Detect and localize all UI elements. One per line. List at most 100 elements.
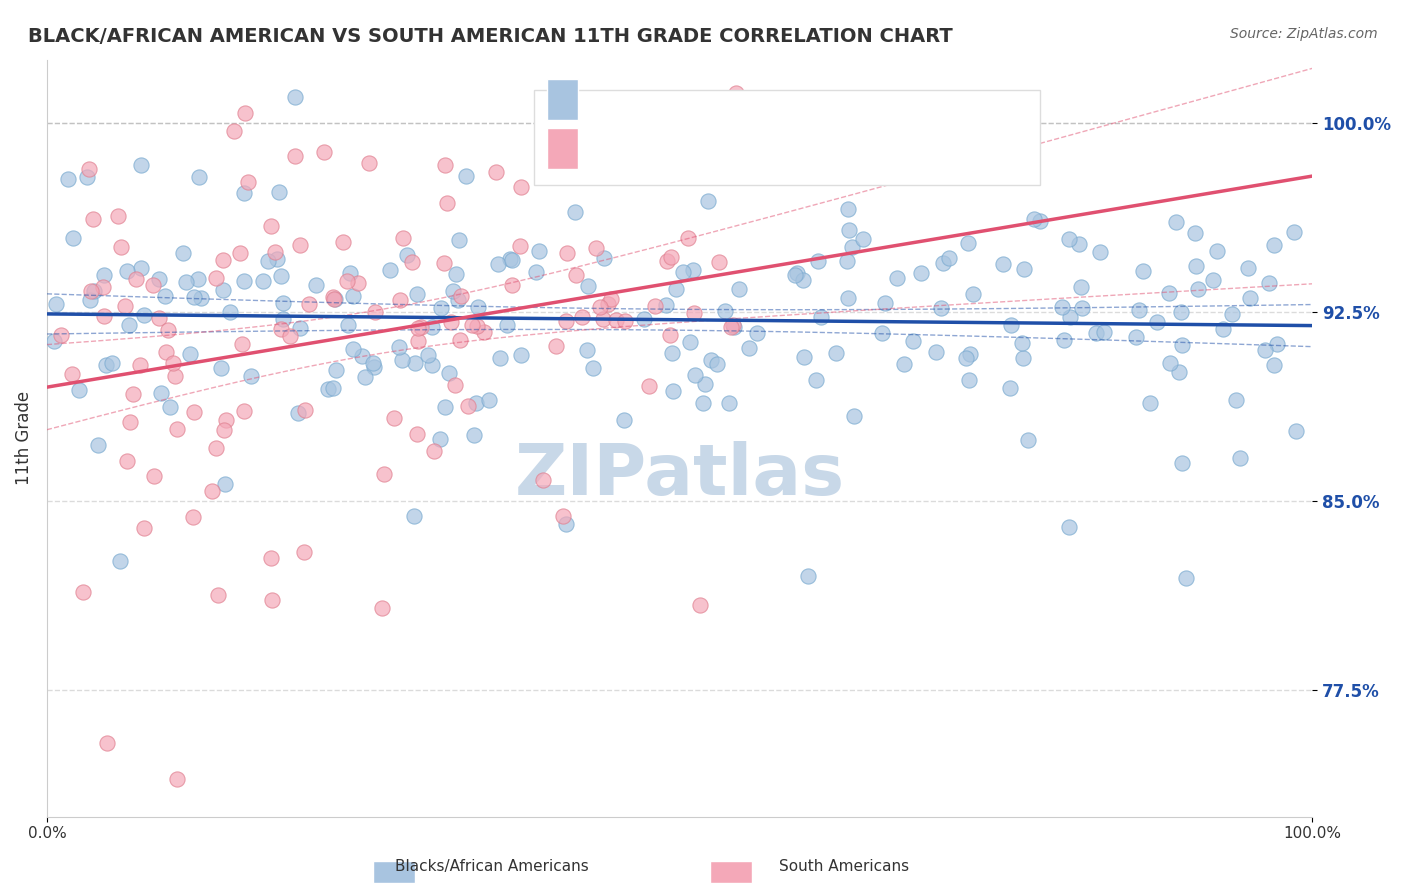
Point (322, 381, 344, 395)
Point (430, 301, 453, 315)
Point (204, 271, 226, 285)
Point (1265, 337, 1288, 351)
Point (557, 169, 579, 183)
Point (1166, 215, 1188, 229)
Point (93, 309, 115, 323)
Point (433, 256, 456, 270)
Point (323, 292, 346, 306)
Point (707, 255, 730, 269)
Text: ZIPatlas: ZIPatlas (515, 442, 845, 510)
Point (183, 405, 205, 419)
Point (212, 423, 235, 437)
Point (679, 335, 702, 350)
Point (325, 363, 347, 377)
Point (1011, 351, 1033, 365)
Point (288, 321, 311, 335)
Point (332, 235, 354, 250)
Point (371, 601, 394, 615)
Point (464, 396, 486, 410)
Point (270, 322, 292, 336)
Point (150, 386, 173, 401)
Point (401, 255, 423, 269)
Point (1029, 214, 1052, 228)
Point (835, 254, 858, 268)
Point (380, 263, 402, 277)
Point (499, 252, 522, 267)
Point (472, 325, 495, 339)
Point (212, 283, 235, 297)
Text: Blacks/African Americans: Blacks/African Americans (395, 859, 589, 874)
Point (233, 106, 256, 120)
Point (1254, 343, 1277, 358)
Point (457, 399, 479, 413)
Point (1206, 244, 1229, 259)
Point (686, 133, 709, 147)
Point (932, 256, 955, 270)
Point (662, 384, 685, 398)
Point (592, 251, 614, 265)
Text: South Americans: South Americans (779, 859, 908, 874)
Point (159, 400, 181, 414)
Point (745, 326, 768, 341)
Point (76, 169, 98, 184)
Point (1263, 237, 1285, 252)
Point (172, 246, 194, 260)
Point (215, 412, 238, 426)
Point (339, 266, 361, 280)
Point (1128, 302, 1150, 317)
Point (1202, 273, 1225, 287)
Point (461, 318, 484, 333)
Point (655, 297, 678, 311)
Text: Source: ZipAtlas.com: Source: ZipAtlas.com (1230, 27, 1378, 41)
Point (439, 367, 461, 381)
Point (957, 374, 980, 388)
Point (1282, 226, 1305, 240)
Point (107, 209, 129, 223)
Point (682, 263, 704, 277)
Point (166, 772, 188, 787)
Point (727, 283, 749, 297)
Point (962, 287, 984, 301)
Point (219, 305, 242, 319)
Point (824, 346, 846, 360)
Point (1175, 571, 1198, 585)
Point (174, 275, 197, 289)
Point (955, 351, 977, 365)
Point (659, 250, 682, 264)
Point (959, 347, 981, 361)
FancyBboxPatch shape (547, 128, 578, 169)
Point (510, 180, 533, 194)
Point (447, 233, 470, 247)
Point (266, 252, 288, 267)
Point (294, 402, 316, 417)
Point (354, 369, 377, 384)
Point (187, 169, 209, 184)
Point (336, 318, 359, 332)
Point (409, 320, 432, 334)
Point (555, 245, 578, 260)
Point (1012, 262, 1035, 277)
Point (436, 196, 458, 211)
Point (467, 300, 489, 314)
Point (49, 327, 72, 342)
Point (1263, 358, 1285, 372)
Point (271, 312, 294, 326)
Point (260, 550, 283, 565)
Point (614, 314, 637, 328)
Point (901, 334, 924, 348)
Point (450, 289, 472, 303)
Point (363, 360, 385, 375)
Point (224, 123, 246, 137)
Point (837, 202, 859, 217)
Point (1187, 281, 1209, 295)
Point (842, 409, 865, 423)
Point (373, 467, 395, 481)
Point (1171, 456, 1194, 470)
Point (638, 379, 661, 393)
Point (931, 301, 953, 316)
Point (665, 282, 688, 296)
Point (1229, 450, 1251, 465)
Point (420, 358, 443, 372)
Point (444, 377, 467, 392)
Point (576, 279, 599, 293)
